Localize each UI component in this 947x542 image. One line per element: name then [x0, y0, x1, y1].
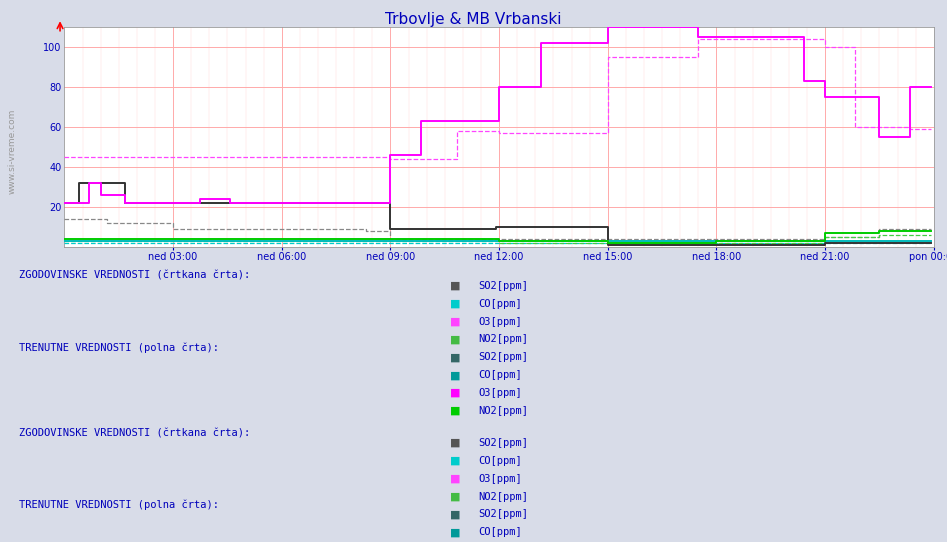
- Text: ■: ■: [450, 456, 460, 466]
- Text: ■: ■: [450, 438, 460, 448]
- Text: SO2[ppm]: SO2[ppm]: [478, 281, 528, 291]
- Text: Trbovlje & MB Vrbanski: Trbovlje & MB Vrbanski: [385, 12, 562, 27]
- Text: ■: ■: [450, 299, 460, 308]
- Text: www.si-vreme.com: www.si-vreme.com: [8, 109, 17, 195]
- Text: O3[ppm]: O3[ppm]: [478, 388, 522, 398]
- Text: ■: ■: [450, 334, 460, 344]
- Text: ■: ■: [450, 492, 460, 501]
- Text: ■: ■: [450, 527, 460, 537]
- Text: NO2[ppm]: NO2[ppm]: [478, 334, 528, 344]
- Text: O3[ppm]: O3[ppm]: [478, 317, 522, 326]
- Text: ZGODOVINSKE VREDNOSTI (črtkana črta):: ZGODOVINSKE VREDNOSTI (črtkana črta):: [19, 271, 250, 281]
- Text: CO[ppm]: CO[ppm]: [478, 299, 522, 308]
- Text: ■: ■: [450, 317, 460, 326]
- Text: SO2[ppm]: SO2[ppm]: [478, 438, 528, 448]
- Text: ZGODOVINSKE VREDNOSTI (črtkana črta):: ZGODOVINSKE VREDNOSTI (črtkana črta):: [19, 428, 250, 438]
- Text: NO2[ppm]: NO2[ppm]: [478, 492, 528, 501]
- Text: NO2[ppm]: NO2[ppm]: [478, 406, 528, 416]
- Text: SO2[ppm]: SO2[ppm]: [478, 352, 528, 362]
- Text: ■: ■: [450, 352, 460, 362]
- Text: TRENUTNE VREDNOSTI (polna črta):: TRENUTNE VREDNOSTI (polna črta):: [19, 343, 219, 353]
- Text: ■: ■: [450, 281, 460, 291]
- Text: ■: ■: [450, 388, 460, 398]
- Text: CO[ppm]: CO[ppm]: [478, 370, 522, 380]
- Text: ■: ■: [450, 474, 460, 483]
- Text: TRENUTNE VREDNOSTI (polna črta):: TRENUTNE VREDNOSTI (polna črta):: [19, 500, 219, 510]
- Text: CO[ppm]: CO[ppm]: [478, 456, 522, 466]
- Text: SO2[ppm]: SO2[ppm]: [478, 509, 528, 519]
- Text: ■: ■: [450, 370, 460, 380]
- Text: CO[ppm]: CO[ppm]: [478, 527, 522, 537]
- Text: ■: ■: [450, 406, 460, 416]
- Text: O3[ppm]: O3[ppm]: [478, 474, 522, 483]
- Text: ■: ■: [450, 509, 460, 519]
